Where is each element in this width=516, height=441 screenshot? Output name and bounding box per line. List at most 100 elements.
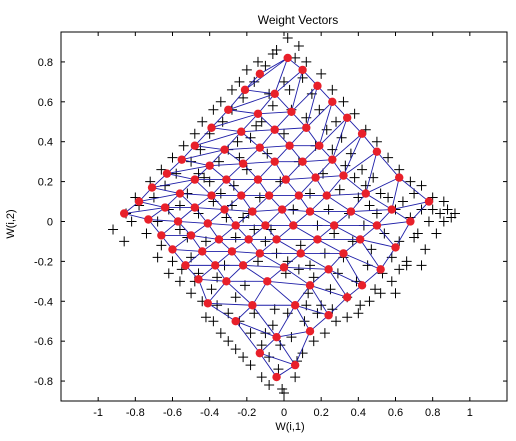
plus-marker bbox=[174, 276, 185, 287]
y-tick-label: -0.2 bbox=[34, 256, 53, 268]
x-tick-label: -0.6 bbox=[163, 407, 182, 419]
neuron-point bbox=[270, 125, 279, 134]
plus-marker bbox=[256, 340, 267, 351]
plus-marker bbox=[427, 204, 438, 215]
neuron-point bbox=[264, 191, 274, 200]
neuron-point bbox=[237, 127, 246, 136]
plus-marker bbox=[249, 76, 260, 87]
plus-marker bbox=[238, 92, 249, 103]
network-edge bbox=[243, 264, 285, 268]
neuron-point bbox=[205, 161, 214, 170]
network-edge bbox=[300, 253, 329, 270]
plus-marker bbox=[325, 284, 336, 295]
network-edge bbox=[365, 193, 393, 210]
network-edge bbox=[252, 304, 277, 338]
neuron-point bbox=[248, 207, 257, 216]
plus-marker bbox=[331, 316, 342, 327]
network-edge bbox=[318, 117, 348, 147]
neuron-point bbox=[283, 53, 292, 63]
plus-marker bbox=[416, 180, 427, 191]
plus-marker bbox=[174, 224, 185, 235]
plus-marker bbox=[416, 260, 427, 271]
plus-marker bbox=[293, 264, 304, 275]
plus-marker bbox=[212, 300, 223, 311]
plus-marker bbox=[353, 308, 364, 319]
network-edge bbox=[410, 201, 430, 222]
neuron-point bbox=[279, 263, 289, 272]
plus-marker bbox=[228, 180, 239, 191]
neuron-point bbox=[298, 65, 307, 75]
plus-marker bbox=[167, 152, 178, 163]
neuron-point bbox=[147, 183, 157, 192]
network-edge bbox=[332, 133, 363, 160]
network-edge bbox=[207, 281, 227, 304]
network-edge bbox=[380, 247, 396, 270]
network-edge bbox=[194, 131, 242, 147]
neuron-point bbox=[357, 129, 367, 138]
network-edge bbox=[166, 165, 210, 175]
network-edge bbox=[151, 187, 181, 195]
plus-marker bbox=[364, 296, 375, 307]
plus-marker bbox=[241, 64, 252, 75]
plus-marker bbox=[260, 236, 271, 247]
plus-marker bbox=[409, 232, 420, 243]
network-edge bbox=[309, 211, 335, 226]
neuron-point bbox=[305, 326, 315, 336]
neuron-point bbox=[238, 159, 248, 168]
network-edge bbox=[295, 304, 329, 316]
plus-marker bbox=[409, 188, 420, 199]
network-edge bbox=[166, 173, 195, 181]
network-edge bbox=[179, 193, 212, 197]
plus-marker bbox=[375, 288, 386, 299]
network-edge bbox=[244, 89, 275, 95]
network-edge bbox=[151, 179, 195, 189]
network-edge bbox=[328, 269, 348, 298]
network-edge bbox=[207, 302, 253, 306]
plus-marker bbox=[141, 228, 152, 239]
plus-marker bbox=[174, 200, 185, 211]
plus-marker bbox=[256, 116, 267, 127]
neuron-point bbox=[322, 191, 331, 200]
network-edge bbox=[198, 278, 227, 282]
plus-marker bbox=[316, 68, 327, 79]
neuron-point bbox=[224, 105, 233, 114]
network-edge bbox=[227, 89, 246, 111]
network-edge bbox=[194, 145, 225, 151]
neuron-point bbox=[376, 265, 385, 274]
plus-marker bbox=[189, 128, 200, 139]
plus-marker bbox=[245, 328, 256, 339]
plot-area: -1 -0.8 -0.6 -0.4 -0.2 0 0.2 0.4 0.6 0.8 1 -0.8 -0.6… bbox=[34, 31, 508, 419]
network-edge bbox=[148, 219, 179, 222]
plus-marker bbox=[200, 312, 211, 323]
plus-marker bbox=[234, 76, 245, 87]
network-edge bbox=[276, 305, 296, 338]
plus-marker bbox=[215, 188, 226, 199]
plus-marker bbox=[256, 372, 267, 383]
plus-marker bbox=[108, 224, 119, 235]
neuron-point bbox=[211, 261, 220, 270]
plus-marker bbox=[239, 280, 250, 291]
network-edge bbox=[328, 268, 363, 286]
neuron-point bbox=[406, 217, 415, 226]
neuron-point bbox=[339, 171, 348, 180]
plus-marker bbox=[230, 344, 241, 355]
network-edge bbox=[224, 209, 253, 212]
plus-marker bbox=[204, 176, 215, 187]
network-edge bbox=[226, 280, 253, 306]
neuron-point bbox=[190, 141, 199, 150]
plus-marker bbox=[223, 336, 234, 347]
plus-marker bbox=[206, 284, 217, 295]
plus-marker bbox=[208, 316, 219, 327]
plus-marker bbox=[366, 244, 377, 255]
plus-marker bbox=[152, 252, 163, 263]
plus-marker bbox=[252, 56, 263, 67]
y-tick-label: -0.6 bbox=[34, 336, 53, 348]
network-edge bbox=[293, 225, 318, 240]
neuron-point bbox=[329, 221, 339, 230]
plus-marker bbox=[327, 84, 338, 95]
plus-marker bbox=[251, 120, 262, 131]
plus-marker bbox=[405, 176, 416, 187]
neuron-point bbox=[313, 235, 322, 244]
plus-marker bbox=[340, 160, 351, 171]
neuron-point bbox=[391, 243, 400, 252]
